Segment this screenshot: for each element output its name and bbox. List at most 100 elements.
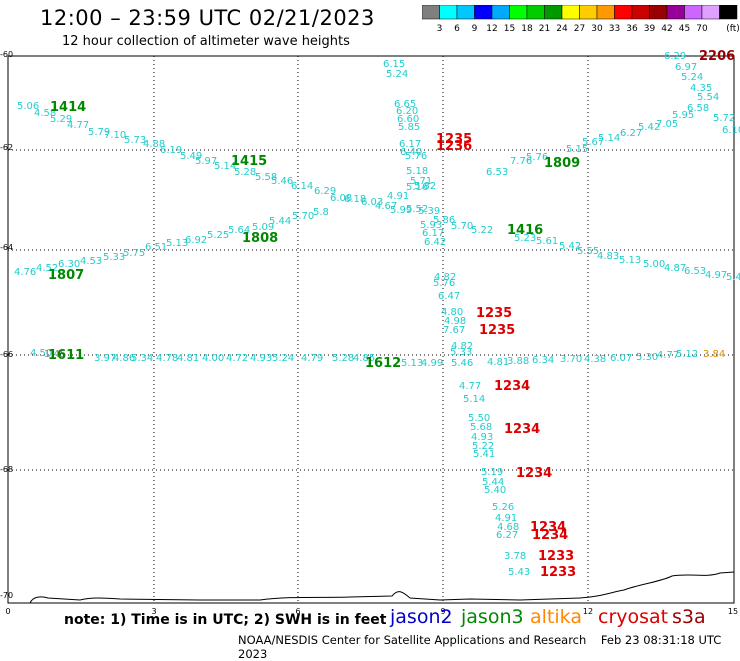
legend-tick-label: 12 [486, 24, 497, 34]
legend-cryosat: cryosat [598, 606, 669, 628]
legend-tick-label: 39 [644, 24, 656, 34]
pass-time-label: 2206 [699, 49, 735, 64]
pass-time-label: 1416 [507, 223, 543, 238]
pass-time-label: 1612 [365, 356, 401, 371]
legend-tick-label: 9 [472, 24, 478, 34]
wave-height-value: 6.30 [58, 259, 80, 270]
wave-height-value: 1.45 [44, 349, 66, 360]
longitude-label: 12 [583, 607, 593, 616]
legend-tick-label: 24 [556, 24, 568, 34]
wave-height-value: 5.28 [332, 353, 354, 364]
wave-height-value: 5.95 [672, 110, 694, 121]
wave-height-value: 6.27 [496, 530, 518, 541]
pass-time-label: 1234 [530, 520, 566, 535]
wave-height-value: 6.34 [532, 355, 554, 366]
wave-height-value: 5.97 [195, 156, 217, 167]
wave-height-value: 4.97 [705, 270, 727, 281]
wave-height-value: 6.58 [687, 103, 709, 114]
legend-jason3: jason3 [461, 606, 524, 628]
wave-height-value: 5.33 [103, 252, 125, 263]
map-grid [8, 56, 734, 603]
wave-height-value: 5.76 [433, 278, 455, 289]
wave-height-value: 5.86 [433, 215, 455, 226]
latitude-label: -64 [0, 243, 13, 252]
wave-height-value: 5.16 [406, 182, 428, 193]
wave-height-value: 4.99 [421, 358, 443, 369]
wave-height-value: 6.92 [185, 235, 207, 246]
wave-height-value: 5.19 [481, 467, 503, 478]
wave-height-value: 5.79 [88, 127, 110, 138]
wave-height-value: 5.93 [420, 220, 442, 231]
page-subtitle: 12 hour collection of altimeter wave hei… [62, 34, 350, 49]
legend-tick-label: 33 [609, 24, 620, 34]
page-title: 12:00 – 23:59 UTC 02/21/2023 [40, 6, 375, 30]
wave-height-value: 5.28 [234, 167, 256, 178]
latitude-label: -60 [0, 50, 13, 59]
wave-height-value: 3.97 [94, 353, 116, 364]
wave-height-value: 6.42 [424, 237, 446, 248]
legend-tick-label: 21 [539, 24, 550, 34]
pass-time-label: 1234 [504, 422, 540, 437]
wave-height-value: 5.00 [643, 259, 665, 270]
wave-height-value: 5.72 [713, 113, 735, 124]
wave-height-value: 6.51 [145, 242, 167, 253]
legend-tick-label: 45 [679, 24, 690, 34]
wave-height-value: 6.14 [291, 181, 313, 192]
wave-height-value: 5.52 [406, 204, 428, 215]
wave-height-value: 5.46 [271, 176, 293, 187]
wave-height-value: 4.81 [177, 353, 199, 364]
wave-height-value: 7.76 [510, 156, 532, 167]
legend-tick-label: 70 [696, 24, 708, 34]
wave-height-value: 5.55 [577, 246, 599, 257]
wave-height-value: 5.54 [697, 92, 719, 103]
legend-s3a: s3a [672, 606, 706, 628]
wave-height-value: 5.44 [482, 477, 504, 488]
wave-height-value: 6.29 [664, 51, 686, 62]
wave-height-value: 5.06 [17, 101, 39, 112]
longitude-label: 9 [440, 607, 445, 616]
wave-height-value: 4.80 [441, 307, 463, 318]
wave-height-value: 6.60 [397, 114, 419, 125]
wave-height-value: 6.47 [438, 291, 460, 302]
legend-tick-label: 15 [504, 24, 515, 34]
pass-time-label: 1236 [436, 139, 472, 154]
longitude-label: 3 [151, 607, 156, 616]
credit-text: NOAA/NESDIS Center for Satellite Applica… [238, 633, 587, 647]
wave-height-value: 5.40 [484, 485, 506, 496]
longitude-label: 0 [5, 607, 10, 616]
legend-tick-label: 30 [591, 24, 603, 34]
wave-height-value: 5.82 [414, 181, 436, 192]
wave-height-value: 5.50 [468, 413, 490, 424]
pass-time-label: 1233 [540, 565, 576, 580]
wave-height-value: 3.88 [507, 356, 529, 367]
wave-height-value: 5.75 [123, 248, 145, 259]
wave-height-value: 4.53 [80, 256, 102, 267]
wave-height-value: 6.29 [314, 186, 336, 197]
legend-tick-label: 36 [626, 24, 638, 34]
wave-height-value: 4.58 [34, 108, 56, 119]
wave-height-value: 5.68 [470, 422, 492, 433]
legend-tick-label: 3 [437, 24, 443, 34]
legend-swatch [719, 5, 738, 20]
wave-height-value: 5.33 [450, 347, 472, 358]
wave-height-value: 5.49 [180, 151, 202, 162]
wave-observations: 6.155.246.656.206.605.856.176.405.765.18… [0, 0, 740, 578]
wave-height-value: 4.79 [301, 353, 323, 364]
wave-height-value: 4.68 [497, 522, 519, 533]
wave-height-value: 4.85 [353, 353, 375, 364]
wave-height-value: 5.18 [406, 166, 428, 177]
wave-height-value: 4.50 [30, 348, 52, 359]
wave-height-value: 4.76 [14, 267, 36, 278]
legend-tick-label: 27 [574, 24, 585, 34]
legend-unit: (ft) [726, 24, 740, 34]
legend-tick-label: 6 [454, 24, 460, 34]
wave-height-value: 5.15 [566, 144, 588, 155]
latitude-label: -66 [0, 350, 13, 359]
pass-time-label: 1808 [242, 231, 278, 246]
wave-height-value: 5.73 [124, 135, 146, 146]
wave-height-value: 5.46 [451, 358, 473, 369]
wave-height-value: 4.93 [471, 432, 493, 443]
wave-height-value: 7.67 [443, 325, 465, 336]
